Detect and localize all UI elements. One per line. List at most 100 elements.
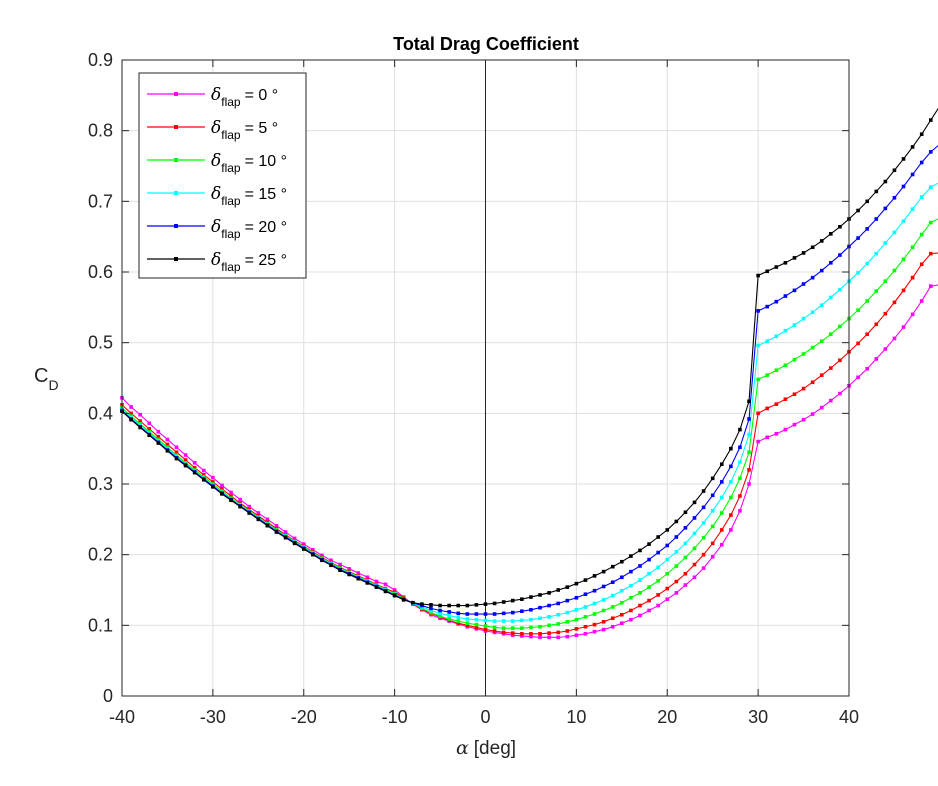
data-point	[229, 498, 233, 503]
data-point	[892, 268, 897, 273]
data-point	[538, 605, 542, 610]
data-point	[819, 268, 824, 273]
data-point	[729, 495, 733, 500]
data-point	[638, 564, 642, 568]
data-point	[874, 251, 879, 256]
data-point	[692, 516, 697, 520]
legend-symbol: δ	[211, 217, 221, 237]
data-point	[883, 279, 888, 283]
legend-subscript: flap	[221, 95, 241, 109]
y-axis-label-sub: D	[48, 377, 58, 393]
data-point	[492, 619, 497, 623]
data-point	[865, 332, 869, 336]
data-point	[574, 607, 579, 612]
data-point	[692, 562, 697, 567]
data-point	[474, 622, 479, 627]
data-point	[792, 288, 797, 293]
data-point	[692, 546, 697, 551]
data-point	[647, 598, 651, 603]
data-point	[674, 519, 679, 524]
data-point	[620, 621, 624, 626]
data-point	[374, 579, 379, 584]
legend-marker	[174, 191, 178, 195]
data-point	[629, 617, 633, 622]
data-point	[638, 591, 642, 595]
data-point	[729, 513, 733, 517]
legend-symbol: δ	[211, 151, 221, 171]
data-point	[692, 575, 697, 580]
data-point	[901, 219, 906, 223]
data-point	[374, 585, 379, 589]
chart-title: Total Drag Coefficient	[393, 34, 579, 54]
data-point	[874, 189, 879, 194]
data-point	[556, 601, 560, 606]
data-point	[638, 603, 642, 608]
data-point	[483, 627, 488, 632]
data-point	[683, 583, 688, 587]
data-point	[583, 592, 588, 597]
data-point	[710, 476, 715, 481]
data-point	[747, 468, 751, 472]
data-point	[547, 635, 551, 640]
data-point	[311, 552, 315, 557]
data-point	[892, 336, 897, 341]
data-point	[201, 468, 206, 473]
data-point	[738, 445, 742, 450]
data-point	[283, 535, 288, 540]
y-tick-label: 0.4	[88, 403, 113, 423]
data-point	[138, 419, 142, 423]
data-point	[783, 397, 788, 401]
data-point	[656, 579, 660, 583]
data-point	[201, 477, 206, 482]
data-point	[638, 613, 642, 618]
data-point	[492, 601, 497, 606]
data-point	[583, 578, 588, 582]
data-point	[665, 557, 670, 562]
data-point	[919, 262, 924, 267]
data-point	[556, 588, 560, 592]
data-point	[919, 160, 924, 165]
data-point	[301, 542, 306, 546]
x-tick-label: 10	[566, 707, 586, 727]
data-point	[919, 132, 924, 136]
data-point	[919, 299, 924, 303]
data-point	[810, 245, 815, 250]
data-point	[919, 195, 924, 199]
data-point	[747, 482, 751, 486]
data-point	[574, 617, 579, 622]
data-point	[465, 621, 470, 626]
legend-entry: δflap = 15 °	[147, 184, 287, 208]
data-point	[438, 614, 442, 618]
data-point	[838, 358, 842, 363]
data-point	[565, 598, 570, 603]
data-point	[338, 562, 342, 567]
data-point	[347, 567, 351, 571]
legend-subscript: flap	[221, 161, 241, 175]
data-point	[674, 591, 679, 595]
data-point	[510, 610, 515, 615]
legend-marker	[174, 257, 178, 261]
data-point	[474, 617, 479, 622]
data-point	[765, 269, 770, 274]
data-point	[910, 312, 915, 317]
data-point	[819, 303, 824, 308]
data-point	[783, 363, 788, 368]
legend-symbol: δ	[211, 118, 221, 138]
data-point	[656, 550, 660, 555]
data-point	[901, 257, 906, 262]
data-point	[756, 273, 760, 278]
data-point	[865, 261, 869, 266]
legend-subscript: flap	[221, 260, 241, 274]
data-point	[610, 593, 615, 598]
data-point	[901, 288, 906, 293]
data-point	[501, 630, 506, 635]
data-point	[501, 619, 506, 623]
data-point	[474, 612, 479, 616]
data-point	[865, 299, 869, 303]
data-point	[438, 608, 442, 613]
data-point	[456, 621, 461, 626]
data-point	[429, 606, 433, 611]
data-point	[365, 581, 370, 585]
data-point	[574, 581, 579, 586]
legend: δflap = 0 °δflap = 5 °δflap = 10 °δflap = 15…	[138, 72, 307, 279]
